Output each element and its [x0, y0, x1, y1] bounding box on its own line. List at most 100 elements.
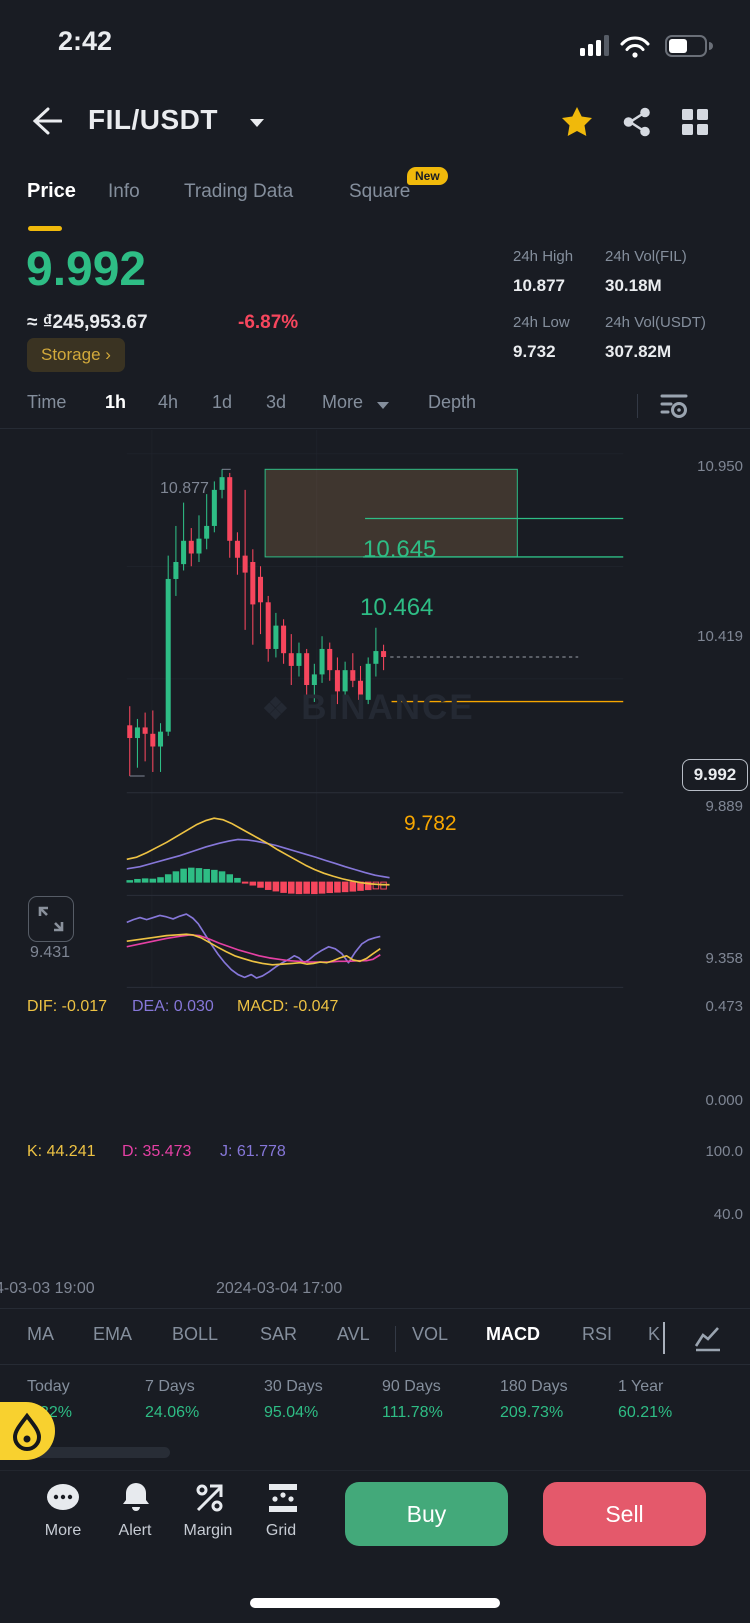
perf-label-7d: 7 Days [145, 1378, 195, 1395]
indicator-vol[interactable]: VOL [412, 1324, 449, 1344]
last-price: 9.992 [26, 243, 147, 296]
tf-depth[interactable]: Depth [428, 392, 477, 412]
buy-button[interactable]: Buy [345, 1482, 508, 1546]
kdj-j-label: J: 61.778 [220, 1143, 286, 1160]
perf-value-7d: 24.06% [145, 1404, 200, 1421]
axis-macd-zero: 0.000 [705, 1092, 743, 1109]
perf-value-30d: 95.04% [264, 1404, 319, 1421]
flame-icon [12, 1412, 42, 1451]
alert-line-label[interactable]: 9.782 [404, 812, 457, 835]
stat-volusdt-label: 24h Vol(USDT) [605, 314, 706, 331]
perf-label-90d: 90 Days [382, 1378, 441, 1395]
share-icon[interactable] [622, 107, 652, 137]
axis-price-3: 9.889 [705, 798, 743, 815]
axis-price-4: 9.358 [705, 950, 743, 967]
stat-volfil-label: 24h Vol(FIL) [605, 248, 687, 265]
category-tag[interactable]: Storage › [27, 338, 125, 372]
pair-dropdown-icon[interactable] [248, 116, 266, 130]
axis-macd-top: 0.473 [705, 998, 743, 1015]
home-indicator[interactable] [250, 1598, 500, 1608]
wifi-icon [620, 36, 650, 58]
tab-info[interactable]: Info [108, 181, 140, 202]
fiat-value: ≈ ₫245,953.67 [27, 312, 148, 333]
chart-settings-icon[interactable] [660, 392, 690, 420]
perf-label-1y: 1 Year [618, 1378, 664, 1395]
stat-volusdt-value: 307.82M [605, 342, 672, 361]
indicator-scroll-cursor [663, 1322, 665, 1354]
tab-square[interactable]: Square [349, 181, 411, 202]
current-price-badge: 9.992 [682, 759, 748, 791]
status-time: 2:42 [58, 26, 113, 56]
indicator-divider [395, 1326, 396, 1352]
cellular-signal-icon [580, 35, 609, 56]
tf-1h[interactable]: 1h [105, 392, 127, 412]
annotation-high-label: 10.877 [160, 480, 209, 497]
indicator-avl[interactable]: AVL [337, 1324, 370, 1344]
macd-dea-label: DEA: 0.030 [132, 998, 214, 1015]
change-percent: -6.87% [238, 312, 299, 333]
perf-value-90d: 111.78% [382, 1404, 443, 1421]
indicator-kdj-clipped[interactable]: K [648, 1324, 661, 1344]
battery-icon [665, 35, 713, 57]
new-badge: New [407, 167, 448, 185]
box-line-2-label[interactable]: 10.464 [360, 594, 434, 621]
macd-dif-label: DIF: -0.017 [27, 998, 108, 1015]
perf-label-180d: 180 Days [500, 1378, 568, 1395]
tf-time[interactable]: Time [27, 392, 67, 412]
margin-icon[interactable] [192, 1480, 228, 1516]
pair-title[interactable]: FIL/USDT [88, 104, 218, 135]
time-axis-left: 4-03-03 19:00 [0, 1280, 95, 1297]
perf-label-30d: 30 Days [264, 1378, 323, 1395]
margin-label[interactable]: Margin [183, 1522, 233, 1539]
tf-divider [637, 394, 638, 418]
tf-3d[interactable]: 3d [266, 392, 287, 412]
chart-style-icon[interactable] [694, 1326, 724, 1352]
tf-more[interactable]: More [322, 392, 364, 412]
active-tab-underline [28, 226, 62, 231]
favorite-star-icon[interactable] [561, 106, 593, 138]
indicator-ema[interactable]: EMA [93, 1324, 133, 1344]
stat-high-value: 10.877 [513, 276, 565, 295]
axis-price-2: 10.419 [697, 628, 743, 645]
binance-logo-icon: ❖ [262, 693, 302, 726]
indicator-boll[interactable]: BOLL [172, 1324, 219, 1344]
more-icon[interactable] [40, 1480, 86, 1516]
stat-low-label: 24h Low [513, 314, 570, 331]
indicator-rsi[interactable]: RSI [582, 1324, 613, 1344]
kdj-k-label: K: 44.241 [27, 1143, 96, 1160]
indicator-macd[interactable]: MACD [486, 1324, 540, 1344]
status-icons [580, 35, 713, 58]
axis-kdj-40: 40.0 [713, 1206, 743, 1223]
tf-4h[interactable]: 4h [158, 392, 179, 412]
tf-1d[interactable]: 1d [212, 392, 233, 412]
kdj-d-label: D: 35.473 [122, 1143, 192, 1160]
axis-kdj-100: 100.0 [705, 1143, 743, 1160]
stat-low-value: 9.732 [513, 342, 556, 361]
promo-floating-button[interactable] [0, 1402, 55, 1460]
box-line-1-label[interactable]: 10.645 [363, 536, 437, 563]
more-label[interactable]: More [44, 1522, 82, 1539]
annotation-low-label: 9.431 [30, 944, 71, 961]
indicator-sar[interactable]: SAR [260, 1324, 298, 1344]
grid-label[interactable]: Grid [265, 1522, 297, 1539]
more-caret-icon [377, 402, 389, 409]
tab-price[interactable]: Price [27, 180, 76, 202]
macd-value-label: MACD: -0.047 [237, 998, 339, 1015]
alert-bell-icon[interactable] [118, 1480, 154, 1516]
alert-label[interactable]: Alert [118, 1522, 152, 1539]
fullscreen-expand-icon[interactable] [28, 896, 74, 942]
panel-drag-handle[interactable] [35, 1447, 170, 1458]
stat-high-label: 24h High [513, 248, 574, 265]
indicator-ma[interactable]: MA [27, 1324, 54, 1344]
apps-grid-icon[interactable] [680, 107, 710, 137]
perf-value-180d: 209.73% [500, 1404, 564, 1421]
grid-trading-icon[interactable] [265, 1480, 301, 1516]
axis-price-1: 10.950 [697, 458, 743, 475]
price-chart-canvas[interactable] [0, 430, 750, 1272]
perf-value-1y: 60.21% [618, 1404, 673, 1421]
sell-button[interactable]: Sell [543, 1482, 706, 1546]
perf-label-today: Today [27, 1378, 70, 1395]
tab-trading-data[interactable]: Trading Data [184, 181, 294, 202]
back-icon[interactable] [28, 106, 62, 136]
